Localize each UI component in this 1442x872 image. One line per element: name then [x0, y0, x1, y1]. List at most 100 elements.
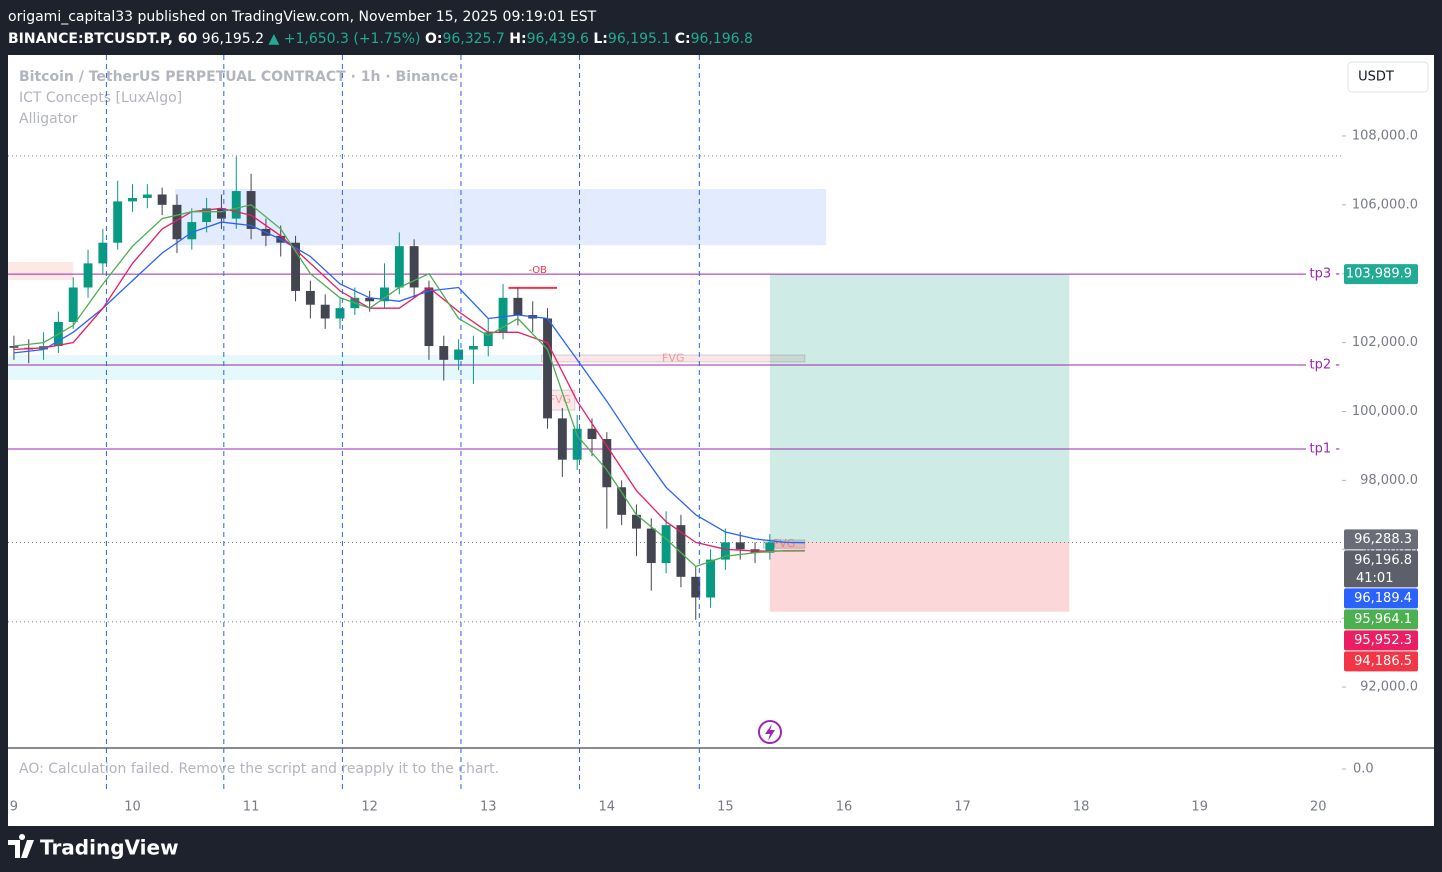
candle-body — [557, 418, 567, 460]
price-label-bg — [1344, 529, 1418, 550]
candle-body — [691, 576, 701, 598]
ohlc-label: C: — [674, 31, 691, 47]
candle-body — [572, 428, 582, 460]
candle-body — [735, 542, 745, 550]
logo-mark — [8, 834, 34, 858]
ohlc-value: 96,325.7 — [442, 31, 505, 47]
countdown: 41:01 — [1356, 571, 1393, 586]
x-tick-label: 18 — [1073, 800, 1090, 815]
candle-body — [365, 297, 375, 302]
candle-body — [394, 246, 404, 288]
zone — [175, 188, 827, 246]
candle-body — [335, 308, 345, 319]
x-tick-label: 14 — [599, 800, 616, 815]
y-tick-label: 92,000.0 — [1360, 680, 1418, 695]
ohlc-value: 96,439.6 — [526, 31, 589, 47]
candle-body — [439, 346, 449, 360]
indicator-tick-label: 0.0 — [1353, 762, 1374, 777]
price-label: 96,288.3 — [1354, 532, 1412, 547]
chart-background — [8, 55, 1434, 826]
candle-body — [498, 297, 508, 333]
price-label: 96,189.4 — [1354, 591, 1412, 606]
candle-body — [632, 514, 641, 529]
ohlc-value: 96,195.1 — [607, 31, 671, 47]
change: +1,650.3 (+1.75%) — [283, 31, 421, 47]
tp-label: tp3 - — [1310, 267, 1341, 282]
price-label-bg — [1344, 630, 1418, 651]
candle-body — [424, 287, 434, 347]
bolt-icon-glyph — [765, 724, 775, 741]
candle-body — [468, 346, 478, 350]
zone — [8, 355, 542, 381]
currency-button[interactable] — [1347, 61, 1429, 93]
legend-title: Bitcoin / TetherUS PERPETUAL CONTRACT · … — [19, 69, 458, 85]
tp-label: tp2 - — [1310, 357, 1341, 372]
candle-body — [483, 332, 493, 347]
candle-body — [676, 525, 686, 577]
position-loss — [769, 542, 1070, 612]
x-tick-label: 10 — [124, 800, 141, 815]
candle-body — [587, 428, 597, 440]
legend-indicator: ICT Concepts [LuxAlgo] — [19, 90, 182, 106]
publisher: origami_capital33 published on TradingVi… — [8, 9, 597, 25]
ohlc-label: H: — [509, 31, 527, 47]
price-label: 95,952.3 — [1354, 633, 1412, 648]
bolt-icon[interactable] — [758, 720, 782, 744]
legend-indicator: Alligator — [19, 111, 78, 127]
candle-body — [128, 197, 137, 202]
candle-body — [380, 287, 389, 302]
price-label-bg — [1344, 550, 1418, 588]
candle-body — [113, 201, 123, 243]
candle-body — [646, 528, 656, 564]
x-tick-label: 15 — [717, 800, 734, 815]
candle-body — [142, 194, 152, 198]
zone — [541, 354, 806, 363]
ohlc-label: O: — [424, 31, 443, 47]
ohlc-value: 96,196.8 — [690, 31, 753, 47]
candle-body — [765, 542, 775, 553]
x-tick-label: 11 — [243, 800, 260, 815]
alligator-line — [13, 204, 805, 568]
candle-body — [513, 297, 523, 316]
price-label: 96,196.8 — [1354, 553, 1412, 568]
symbol: BINANCE:BTCUSDT.P, 60 — [8, 31, 198, 47]
publisher-line: origami_capital33 published on TradingVi… — [8, 6, 753, 28]
y-tick-label: 100,000.0 — [1352, 404, 1418, 419]
quote-line: BINANCE:BTCUSDT.P, 60 96,195.2 ▲ +1,650.… — [8, 28, 753, 50]
position-profit — [769, 274, 1070, 543]
alligator-line — [13, 221, 805, 544]
candle-body — [83, 263, 93, 288]
candle-body — [543, 318, 552, 419]
x-tick-label: 12 — [361, 800, 378, 815]
x-tick-label: 19 — [1191, 800, 1208, 815]
ob-label: -OB — [528, 265, 547, 276]
y-tick-label: 106,000.0 — [1352, 197, 1418, 212]
x-tick-label: 16 — [836, 800, 853, 815]
candle-body — [661, 525, 671, 564]
price-label: 103,989.9 — [1346, 267, 1412, 282]
ohlc: O:96,325.7 H:96,439.6 L:96,195.1 C:96,19… — [425, 31, 753, 47]
zone-label: FVG — [549, 393, 571, 406]
ohlc-label: L: — [593, 31, 608, 47]
candle-body — [9, 346, 19, 348]
candle-body — [157, 194, 167, 205]
price-label-bg — [1344, 264, 1418, 285]
zone — [8, 262, 74, 280]
candle-body — [172, 204, 182, 240]
currency-label[interactable]: USDT — [1358, 70, 1394, 85]
candle-body — [98, 242, 108, 264]
x-tick-label: 20 — [1310, 800, 1327, 815]
zone-label: FVG — [773, 537, 795, 550]
last: 96,195.2 — [201, 31, 265, 47]
brand: TradingView — [40, 836, 179, 860]
arrow: ▲ — [268, 31, 280, 47]
price-label: 95,964.1 — [1354, 612, 1412, 627]
candle-body — [320, 304, 330, 319]
y-tick-label: 108,000.0 — [1352, 128, 1418, 143]
candle-body — [68, 287, 78, 322]
alligator-line — [13, 207, 805, 552]
plot-area: FVG FVG FVG -OB — [8, 155, 1342, 623]
candle-body — [305, 290, 315, 305]
candle-body — [202, 208, 212, 223]
